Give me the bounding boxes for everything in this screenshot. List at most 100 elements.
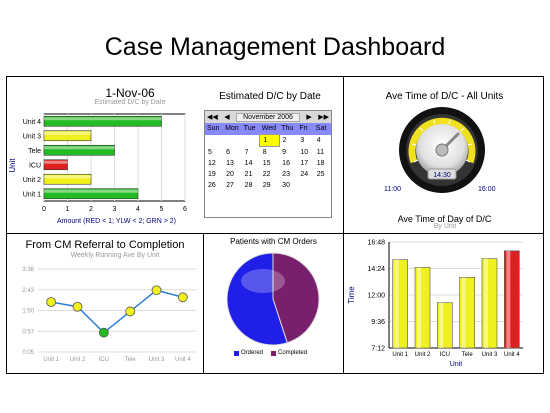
hbar-bar [43, 188, 139, 200]
calendar-day [297, 180, 313, 191]
calendar-day[interactable]: 21 [244, 171, 253, 178]
calendar-day[interactable]: 17 [300, 160, 309, 167]
vbar-x-axis-label: Unit [450, 361, 463, 368]
bar-chart-subtitle: Estimated D/C by Date [94, 99, 166, 106]
calendar-day[interactable]: 7 [244, 148, 249, 156]
calendar-last-button[interactable]: ▶▶ [318, 114, 329, 121]
hbar-x-tick: 0 [42, 206, 46, 213]
weekday-header: Thu [279, 123, 298, 135]
calendar-day[interactable]: 24 [300, 171, 309, 178]
hbar-x-tick: 1 [66, 206, 70, 213]
vbar-x-tick: Unit 4 [504, 352, 520, 358]
vbar-bar [437, 302, 453, 349]
calendar-day[interactable]: 5 [208, 148, 212, 156]
hbar-bar-highlight [44, 117, 162, 121]
gauge-min-label: 11:00 [384, 186, 401, 193]
hbar-y-axis-label: Unit [8, 158, 17, 173]
hbar-x-tick: 4 [136, 206, 140, 213]
weekday-header: Sun [205, 123, 224, 135]
vbar-bar-highlight [439, 302, 444, 348]
calendar-day[interactable]: 11 [316, 148, 325, 156]
weekday-header: Wed [259, 123, 280, 135]
vbar-bar-highlight [394, 259, 399, 348]
vbar-y-tick: 12:00 [367, 293, 385, 300]
calendar-first-button[interactable]: ◀◀ [207, 114, 218, 121]
calendar-day[interactable]: 19 [208, 171, 216, 178]
pie-slice [226, 252, 288, 346]
vbar-x-tick: Tele [462, 352, 474, 358]
calendar-day[interactable]: 28 [244, 182, 253, 189]
calendar-next-button[interactable]: ▶ [306, 114, 312, 121]
line-y-tick: 0:05 [22, 350, 34, 356]
vbar-x-tick: Unit 2 [415, 352, 431, 358]
weekday-header: Tue [241, 123, 260, 135]
calendar-day[interactable]: 20 [226, 171, 234, 178]
calendar-day[interactable]: 29 [262, 182, 271, 189]
calendar-widget: ◀◀ ◀ November 2006 ▶ ▶▶ Sun Mon Tue Wed … [204, 110, 332, 218]
pie-legend: Ordered Completed [234, 350, 307, 356]
calendar-title: Estimated D/C by Date [219, 91, 321, 102]
vbar-y-tick: 7:12 [371, 346, 385, 353]
calendar-day[interactable]: 26 [208, 182, 216, 189]
calendar-week-row: 12 13 14 15 16 17 18 [205, 158, 331, 169]
hbar-x-tick: 3 [113, 206, 117, 213]
calendar-day[interactable]: 13 [226, 160, 234, 167]
pie-chart [226, 252, 320, 346]
gauge-range-band [408, 117, 476, 164]
line-chart: 0:05 0:57 1:50 2:43 3:36 Unit 1 Unit 2 ICU Tele U… [22, 267, 196, 363]
hbar-bar [43, 130, 92, 142]
vbar-x-tick: Unit 3 [482, 352, 498, 358]
calendar-day[interactable]: 12 [208, 160, 216, 167]
legend-completed-label: Completed [278, 350, 308, 356]
calendar-prev-button[interactable]: ◀ [224, 114, 230, 121]
line-y-tick: 2:43 [22, 288, 34, 294]
line-x-tick: Unit 1 [43, 357, 59, 363]
calendar-day[interactable]: 16 [282, 160, 290, 167]
vbar-x-tick: Unit 1 [392, 352, 408, 358]
vbar-bar [459, 277, 475, 349]
calendar-weekday-row: Sun Mon Tue Wed Thu Fri Sat [205, 123, 331, 135]
calendar-day[interactable]: 18 [316, 160, 325, 167]
gauge-hub [435, 143, 449, 157]
vbar-bar [504, 250, 520, 349]
gauge: 14:30 [399, 107, 485, 193]
calendar-day[interactable]: 2 [282, 137, 287, 144]
calendar-day[interactable]: 8 [262, 149, 267, 156]
legend-completed-swatch [271, 350, 277, 356]
calendar-day[interactable]: 14 [244, 160, 253, 167]
vbar-y-tick: 9:36 [371, 319, 385, 326]
hbar-chart: 0 1 2 3 4 5 6 Unit 4 Unit 3 Tele ICU Unit 2 Unit 1 Un… [8, 113, 187, 225]
calendar-day [223, 135, 242, 147]
calendar-day[interactable]: 10 [300, 148, 309, 156]
hbar-category-label: Unit 1 [23, 191, 41, 198]
hbar-bar-highlight [44, 175, 91, 179]
calendar-day[interactable]: 9 [282, 148, 287, 156]
calendar-day[interactable]: 4 [316, 137, 321, 144]
calendar-day[interactable]: 30 [282, 182, 290, 189]
line-point [125, 306, 136, 317]
line-y-tick: 3:36 [22, 267, 34, 273]
line-x-tick: Tele [125, 357, 137, 363]
legend-ordered: Ordered [234, 350, 263, 356]
calendar-day[interactable]: 27 [226, 182, 234, 189]
calendar-day[interactable]: 3 [300, 137, 305, 144]
legend-completed: Completed [271, 350, 307, 356]
calendar-day[interactable]: 23 [282, 171, 290, 178]
hbar-bar-highlight [44, 189, 138, 193]
calendar-day[interactable]: 6 [226, 148, 230, 156]
hbar-x-tick: 2 [89, 206, 93, 213]
calendar-day[interactable]: 1 [259, 134, 280, 147]
hbar-bar-highlight [44, 131, 91, 135]
vbar-bar-highlight [506, 250, 511, 348]
hbar-bar [43, 173, 92, 185]
hbar-bar [43, 144, 115, 156]
calendar-day[interactable]: 15 [262, 160, 271, 167]
hbar-bar-highlight [44, 160, 68, 164]
hbar-x-axis-label: Amount (RED < 1; YLW < 2; GRN > 2) [57, 218, 176, 225]
vbar-bar-highlight [461, 277, 466, 348]
calendar-week-row: 19 20 21 22 23 24 25 [205, 169, 331, 180]
calendar-day[interactable]: 22 [262, 171, 271, 178]
line-x-tick: Unit 4 [175, 357, 191, 363]
calendar-day[interactable]: 25 [316, 171, 325, 178]
hbar-bar-highlight [44, 146, 115, 150]
